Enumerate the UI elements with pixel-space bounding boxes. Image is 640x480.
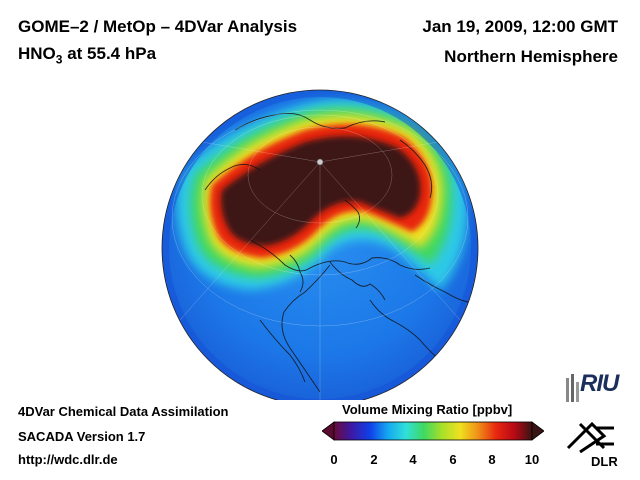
colorbar-right-arrow [531, 421, 544, 441]
species-main: HNO [18, 44, 56, 63]
species-subscript: 3 [55, 52, 63, 67]
riu-logo-text: RIU [580, 370, 619, 397]
colorbar [322, 421, 544, 441]
colorbar-tick: 8 [488, 452, 496, 467]
colorbar-tick: 6 [449, 452, 457, 467]
coastlines [204, 112, 469, 393]
colorbar-tick: 10 [524, 452, 540, 467]
colorbar-gradient [333, 421, 533, 441]
datetime: Jan 19, 2009, 12:00 GMT [422, 17, 618, 36]
footer-line2: SACADA Version 1.7 [18, 429, 146, 444]
dark-core [220, 136, 421, 246]
north-pole-marker [316, 158, 324, 166]
colorbar-tick: 0 [330, 452, 338, 467]
graticule [171, 109, 469, 400]
colorbar-title: Volume Mixing Ratio [ppbv] [342, 402, 513, 417]
globe-map [161, 89, 479, 400]
species-rest: at 55.4 hPa [62, 44, 157, 63]
colorbar-left-arrow [322, 421, 335, 441]
title: GOME–2 / MetOp – 4DVar Analysis [18, 17, 298, 36]
colorbar-tick: 2 [370, 452, 378, 467]
riu-logo-icon [566, 374, 579, 402]
footer-url[interactable]: http://wdc.dlr.de [18, 452, 118, 467]
dlr-logo-text: DLR [591, 454, 618, 469]
dlr-logo-icon [566, 421, 614, 454]
footer-line1: 4DVar Chemical Data Assimilation [18, 404, 229, 419]
species-label: HNO3 at 55.4 hPa [18, 44, 156, 66]
region: Northern Hemisphere [444, 47, 618, 66]
colorbar-tick: 4 [409, 452, 417, 467]
